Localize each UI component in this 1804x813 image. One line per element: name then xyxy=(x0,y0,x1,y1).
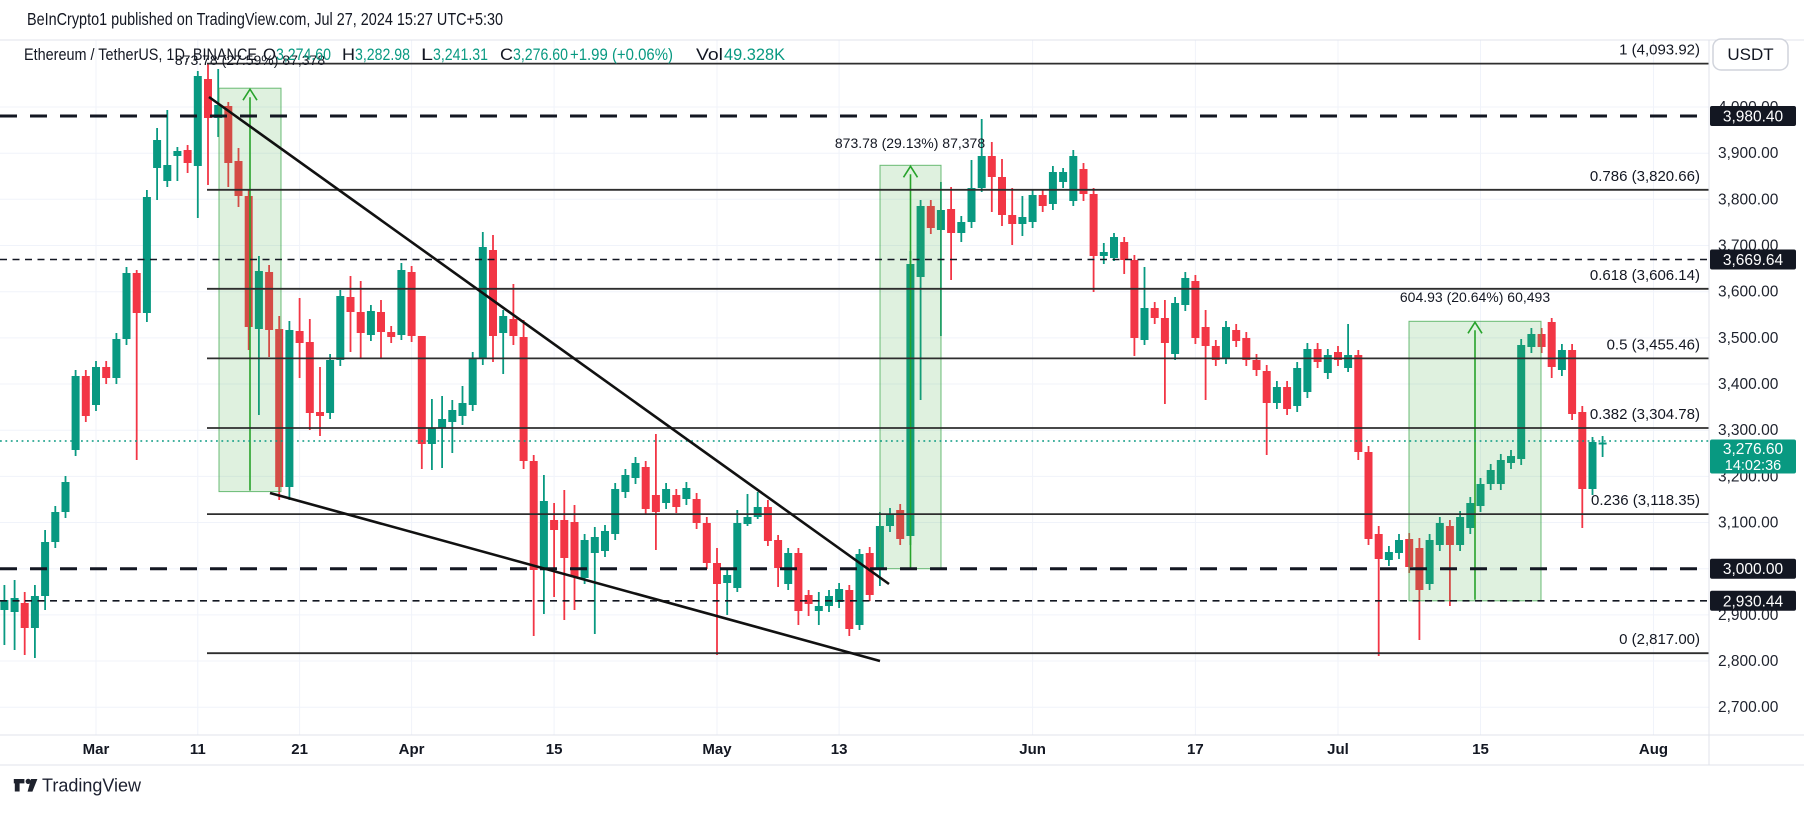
svg-text:2,930.44: 2,930.44 xyxy=(1723,593,1784,610)
svg-text:17: 17 xyxy=(1187,741,1204,758)
svg-text:2,800.00: 2,800.00 xyxy=(1718,653,1779,670)
svg-text:Ethereum / TetherUS, 1D, BINAN: Ethereum / TetherUS, 1D, BINANCE xyxy=(24,45,257,64)
svg-text:3,276.60: 3,276.60 xyxy=(513,45,568,64)
svg-text:3,282.98: 3,282.98 xyxy=(355,45,410,64)
svg-text:3,000.00: 3,000.00 xyxy=(1723,561,1784,578)
svg-text:11: 11 xyxy=(190,741,206,758)
svg-text:C: C xyxy=(500,45,513,64)
svg-text:873.78 (27.59%) 87,378: 873.78 (27.59%) 87,378 xyxy=(175,52,325,68)
svg-text:21: 21 xyxy=(291,741,308,758)
svg-text:3,500.00: 3,500.00 xyxy=(1718,330,1779,347)
svg-text:3,274.60: 3,274.60 xyxy=(276,45,331,64)
svg-text:Vol: Vol xyxy=(696,45,723,64)
svg-text:3,241.31: 3,241.31 xyxy=(433,45,488,64)
svg-text:0 (2,817.00): 0 (2,817.00) xyxy=(1619,631,1700,648)
svg-text:0.786 (3,820.66): 0.786 (3,820.66) xyxy=(1590,168,1700,185)
svg-text:3,100.00: 3,100.00 xyxy=(1718,515,1779,532)
svg-text:3,900.00: 3,900.00 xyxy=(1718,145,1779,162)
svg-text:0.236 (3,118.35): 0.236 (3,118.35) xyxy=(1591,492,1700,509)
svg-text:Aug: Aug xyxy=(1639,741,1668,758)
svg-text:3,600.00: 3,600.00 xyxy=(1718,284,1779,301)
svg-text:2,900.00: 2,900.00 xyxy=(1718,607,1779,624)
svg-text:3,669.64: 3,669.64 xyxy=(1723,252,1784,269)
svg-text:3,980.40: 3,980.40 xyxy=(1723,109,1784,126)
svg-text:May: May xyxy=(702,741,732,758)
svg-text:2,700.00: 2,700.00 xyxy=(1718,699,1779,716)
svg-text:0.5 (3,455.46): 0.5 (3,455.46) xyxy=(1607,336,1700,353)
svg-text:BeInCrypto1 published on Tradi: BeInCrypto1 published on TradingView.com… xyxy=(27,9,503,29)
svg-text:604.93 (20.64%) 60,493: 604.93 (20.64%) 60,493 xyxy=(1400,289,1550,305)
svg-text:H: H xyxy=(342,45,355,64)
svg-text:873.78 (29.13%) 87,378: 873.78 (29.13%) 87,378 xyxy=(835,135,985,151)
svg-text:49.328K: 49.328K xyxy=(724,45,786,64)
svg-text:USDT: USDT xyxy=(1727,45,1773,64)
svg-text:Mar: Mar xyxy=(83,741,110,758)
svg-text:14:02:36: 14:02:36 xyxy=(1725,458,1781,474)
svg-text:3,276.60: 3,276.60 xyxy=(1723,441,1784,458)
svg-text:3,400.00: 3,400.00 xyxy=(1718,376,1779,393)
svg-text:0.618 (3,606.14): 0.618 (3,606.14) xyxy=(1590,267,1700,284)
svg-text:3,800.00: 3,800.00 xyxy=(1718,191,1779,208)
svg-text:Apr: Apr xyxy=(399,741,425,758)
svg-text:Jun: Jun xyxy=(1019,741,1046,758)
svg-text:15: 15 xyxy=(546,741,563,758)
svg-text:0.382 (3,304.78): 0.382 (3,304.78) xyxy=(1590,406,1700,423)
svg-text:O: O xyxy=(263,45,276,64)
svg-text:3,300.00: 3,300.00 xyxy=(1718,422,1779,439)
svg-text:+1.99 (+0.06%): +1.99 (+0.06%) xyxy=(570,45,673,64)
svg-text:1 (4,093.92): 1 (4,093.92) xyxy=(1619,42,1700,59)
svg-text:13: 13 xyxy=(831,741,848,758)
svg-text:L: L xyxy=(421,45,433,64)
svg-text:TradingView: TradingView xyxy=(42,776,142,796)
svg-text:Jul: Jul xyxy=(1327,741,1349,758)
svg-text:15: 15 xyxy=(1472,741,1489,758)
